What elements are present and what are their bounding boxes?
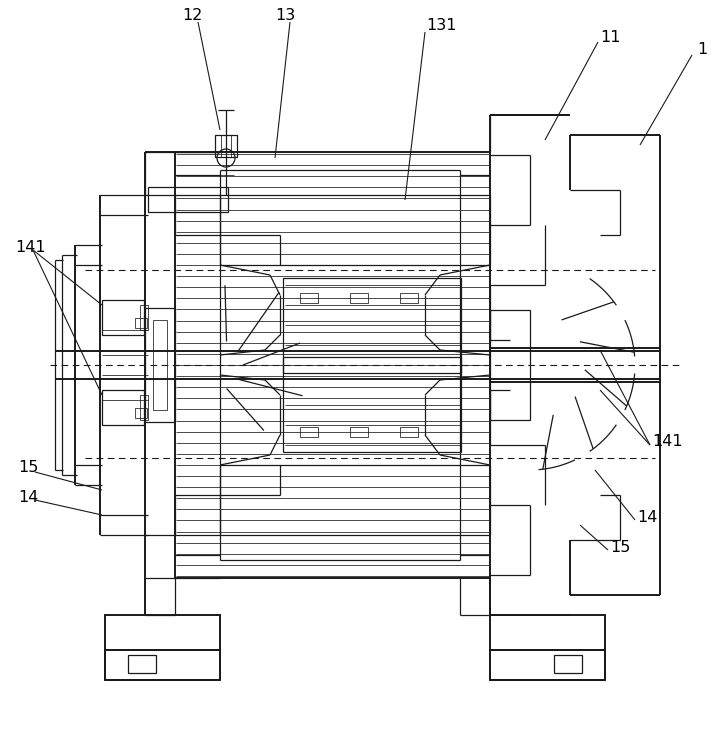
Text: 11: 11 <box>600 29 620 45</box>
Text: 131: 131 <box>426 18 456 32</box>
Bar <box>105 650 220 680</box>
Bar <box>140 305 148 330</box>
Bar <box>102 390 144 425</box>
Bar <box>283 357 461 452</box>
Text: 14: 14 <box>637 510 657 526</box>
Bar <box>350 427 368 437</box>
Bar <box>102 300 144 335</box>
Text: 13: 13 <box>275 7 295 23</box>
Bar <box>350 293 368 303</box>
Bar <box>400 427 418 437</box>
Bar <box>135 318 147 328</box>
Bar <box>215 135 237 157</box>
Bar <box>490 310 530 420</box>
Text: 12: 12 <box>182 7 202 23</box>
Text: 141: 141 <box>652 434 682 450</box>
Bar <box>145 308 175 422</box>
Bar <box>554 655 582 673</box>
Bar <box>300 427 318 437</box>
Text: 15: 15 <box>610 539 630 555</box>
Text: 14: 14 <box>18 490 38 504</box>
Text: 15: 15 <box>18 461 38 475</box>
Text: 141: 141 <box>15 240 45 256</box>
Bar <box>490 650 605 680</box>
Bar <box>140 395 148 420</box>
Bar <box>148 187 228 212</box>
Bar <box>128 655 156 673</box>
Bar <box>490 615 605 650</box>
Bar <box>153 320 167 410</box>
Bar <box>105 615 220 650</box>
Bar <box>135 408 147 418</box>
Bar <box>400 293 418 303</box>
Text: 1: 1 <box>697 42 708 58</box>
Bar <box>283 278 461 373</box>
Bar <box>300 293 318 303</box>
